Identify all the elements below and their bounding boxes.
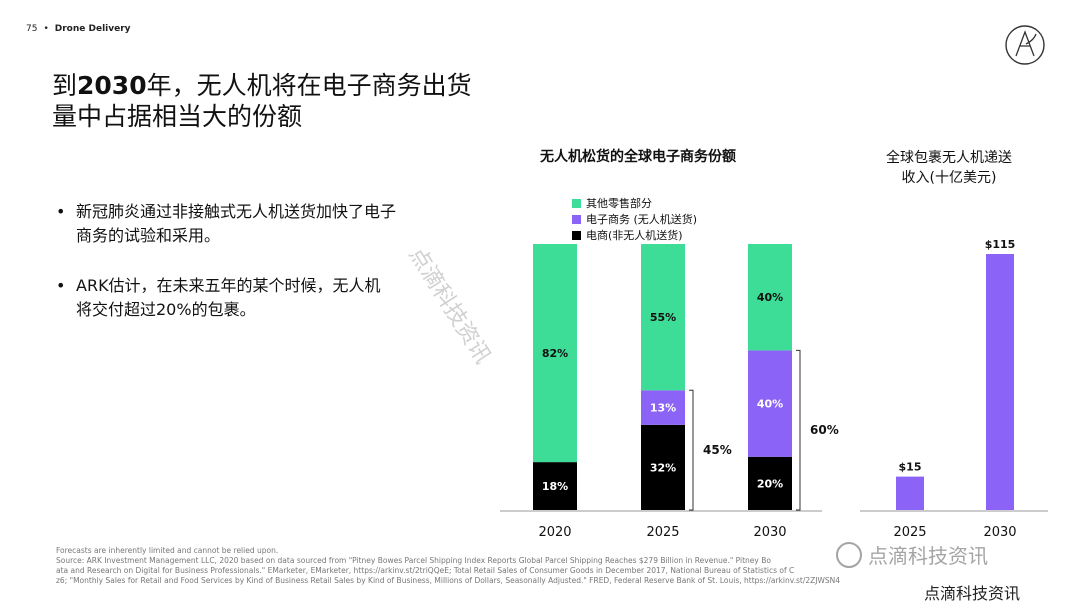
bar-segment — [641, 390, 685, 425]
header-separator: • — [43, 24, 49, 34]
footer-line: z6; "Monthly Sales for Retail and Food S… — [56, 576, 841, 585]
bullet-text: 新冠肺炎通过非接触式无人机送货加快了电子商务的试验和采用。 — [76, 202, 397, 245]
chart2-title-line1: 全球包裹无人机递送 — [886, 150, 1012, 166]
title-year: 2030 — [77, 71, 147, 100]
bar-segment — [748, 244, 792, 351]
bar-segment — [748, 350, 792, 457]
bracket-label: 45% — [703, 443, 732, 457]
revenue-bar — [986, 254, 1014, 510]
chart2-title: 全球包裹无人机递送 收入(十亿美元) — [864, 148, 1034, 188]
footer-line: ata and Research on Digital for Business… — [56, 566, 795, 575]
bullet-item: • ARK估计，在未来五年的某个时候，无人机将交付超过20%的包裹。 — [56, 274, 396, 322]
page-number: 75 — [26, 24, 38, 34]
watermark-badge-text: 点滴科技资讯 — [868, 544, 988, 568]
watermark-badge: 点滴科技资讯 — [836, 540, 988, 569]
bar-data-label: 40% — [757, 291, 783, 304]
legend-label: 电子商务 (无人机送货) — [586, 213, 698, 226]
section-name: Drone Delivery — [54, 24, 131, 34]
x-tick-label: 2030 — [983, 525, 1016, 540]
footer-line: Forecasts are inherently limited and can… — [56, 546, 279, 555]
legend-item-other-retail: 其他零售部分 — [572, 195, 652, 211]
bar-segment — [748, 456, 792, 510]
bar-data-label: 32% — [650, 461, 676, 474]
wechat-icon — [836, 541, 862, 568]
bar-data-label: 20% — [757, 477, 783, 490]
legend-swatch — [572, 230, 581, 240]
x-tick-label: 2030 — [753, 525, 786, 540]
bar-data-label: 40% — [757, 398, 783, 411]
bullet-item: • 新冠肺炎通过非接触式无人机送货加快了电子商务的试验和采用。 — [56, 200, 396, 248]
bar-data-label: 55% — [650, 311, 676, 324]
title-line2: 量中占据相当大的份额 — [52, 102, 303, 131]
ark-logo-icon — [1005, 25, 1045, 65]
revenue-bar — [896, 476, 924, 510]
bar-data-label: 18% — [542, 480, 568, 493]
legend-swatch — [572, 198, 581, 208]
title-line1-rest: 年，无人机将在电子商务出货 — [146, 71, 472, 100]
bullet-dot: • — [56, 276, 66, 295]
bracket-line — [796, 349, 801, 511]
footer-source: Forecasts are inherently limited and can… — [56, 546, 1016, 586]
chart1-title: 无人机松货的全球电子商务份额 — [540, 149, 736, 165]
footer-line: Source: ARK Investment Management LLC, 2… — [56, 556, 771, 565]
bullet-dot: • — [56, 202, 66, 221]
legend-item-ecom-drone: 电子商务 (无人机送货) — [572, 211, 697, 227]
slide-title: 到2030年，无人机将在电子商务出货 量中占据相当大的份额 — [52, 70, 572, 132]
revenue-data-label: $115 — [985, 238, 1016, 251]
x-tick-label: 2020 — [538, 525, 571, 540]
legend-label: 其他零售部分 — [586, 197, 652, 210]
legend-swatch — [572, 214, 581, 224]
page-header: 75 • Drone Delivery — [26, 24, 131, 34]
bar-data-label: 13% — [650, 402, 676, 415]
bar-segment — [533, 244, 577, 463]
revenue-data-label: $15 — [899, 461, 922, 474]
chart2-title-line2: 收入(十亿美元) — [901, 170, 997, 186]
legend-item-ecom-nondrone: 电商(非无人机送货) — [572, 227, 683, 243]
bar-segment — [533, 462, 577, 510]
legend-label: 电商(非无人机送货) — [586, 229, 683, 242]
x-tick-label: 2025 — [893, 525, 926, 540]
x-tick-label: 2025 — [646, 525, 679, 540]
title-prefix: 到 — [52, 71, 78, 100]
bar-data-label: 82% — [542, 347, 568, 360]
watermark-bottom: 点滴科技资讯 — [924, 584, 1021, 603]
bar-segment — [641, 244, 685, 391]
bracket-line — [689, 389, 694, 511]
bar-segment — [641, 424, 685, 510]
bracket-label: 60% — [810, 423, 839, 437]
bullet-text: ARK估计，在未来五年的某个时候，无人机将交付超过20%的包裹。 — [76, 276, 381, 319]
